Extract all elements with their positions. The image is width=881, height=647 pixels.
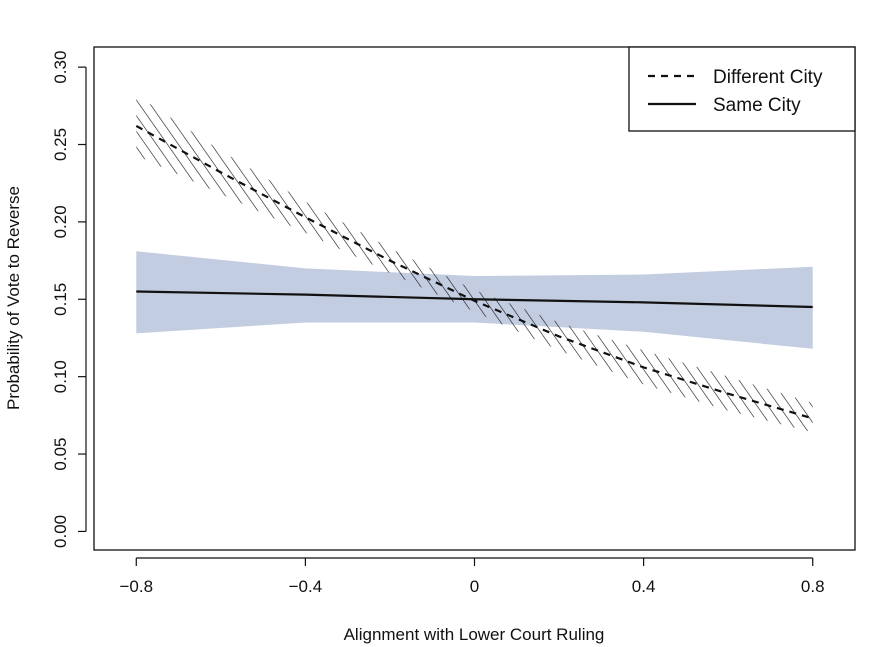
plot-frame bbox=[93, 46, 856, 551]
legend-same-city-label: Same City bbox=[713, 95, 801, 116]
x-tick-label: −0.4 bbox=[289, 577, 323, 596]
y-tick-label: 0.00 bbox=[51, 515, 70, 548]
x-tick-label: −0.8 bbox=[119, 577, 153, 596]
x-tick-label: 0 bbox=[470, 577, 479, 596]
legend: Different City Same City bbox=[628, 46, 856, 132]
different-city-line bbox=[135, 124, 814, 420]
y-tick-label: 0.10 bbox=[51, 360, 70, 393]
y-tick-label: 0.25 bbox=[51, 128, 70, 161]
y-axis-label: Probability of Vote to Reverse bbox=[4, 186, 23, 410]
y-tick-label: 0.05 bbox=[51, 437, 70, 470]
y-axis: 0.00 0.05 0.10 0.15 0.20 0.25 0.30 bbox=[51, 51, 87, 548]
x-tick-label: 0.8 bbox=[801, 577, 825, 596]
x-tick-label: 0.4 bbox=[632, 577, 656, 596]
same-city-line bbox=[136, 290, 813, 309]
x-axis: −0.8 −0.4 0 0.4 0.8 bbox=[119, 557, 825, 596]
legend-different-city-label: Different City bbox=[713, 67, 823, 88]
series-lines bbox=[135, 124, 814, 420]
y-tick-label: 0.15 bbox=[51, 283, 70, 316]
y-tick-label: 0.30 bbox=[51, 51, 70, 84]
confidence-bands bbox=[136, 94, 813, 433]
y-tick-label: 0.20 bbox=[51, 205, 70, 238]
legend-box bbox=[628, 46, 856, 132]
x-axis-label: Alignment with Lower Court Ruling bbox=[344, 625, 605, 644]
